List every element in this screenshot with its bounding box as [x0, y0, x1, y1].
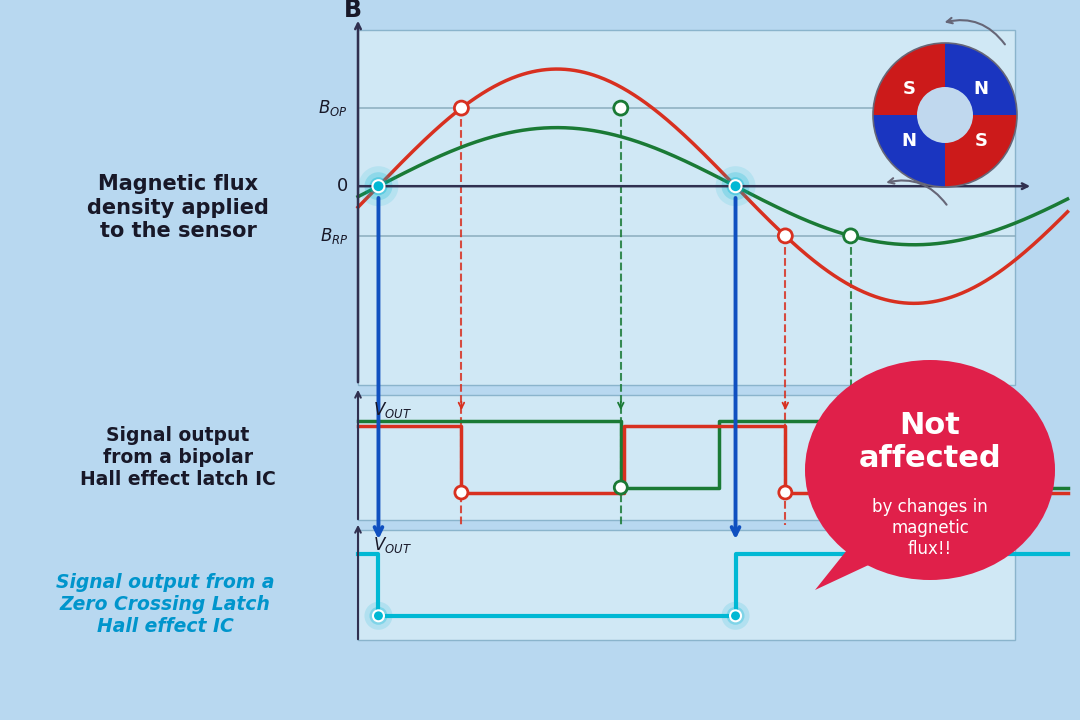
Text: Signal output from a
Zero Crossing Latch
Hall effect IC: Signal output from a Zero Crossing Latch…	[56, 574, 274, 636]
Circle shape	[373, 611, 384, 621]
Circle shape	[779, 486, 792, 499]
Text: Not
affected: Not affected	[859, 410, 1001, 473]
Bar	[357, 30, 1015, 385]
Text: S: S	[974, 132, 987, 150]
Wedge shape	[873, 115, 945, 187]
Circle shape	[613, 101, 627, 115]
Circle shape	[455, 101, 469, 115]
Text: S: S	[903, 80, 916, 98]
Circle shape	[721, 602, 750, 630]
Wedge shape	[945, 115, 1017, 187]
Text: $B_{RP}$: $B_{RP}$	[320, 226, 348, 246]
Text: B: B	[345, 0, 362, 22]
Circle shape	[727, 177, 744, 195]
Circle shape	[364, 172, 392, 200]
Wedge shape	[873, 43, 945, 115]
Circle shape	[716, 166, 756, 206]
Text: by changes in
magnetic
flux!!: by changes in magnetic flux!!	[873, 498, 988, 558]
Wedge shape	[945, 43, 1017, 115]
Circle shape	[730, 611, 741, 621]
Ellipse shape	[805, 360, 1055, 580]
Circle shape	[373, 180, 384, 192]
Text: N: N	[973, 80, 988, 98]
Circle shape	[727, 607, 744, 625]
Text: N: N	[902, 132, 917, 150]
Circle shape	[779, 229, 793, 243]
Bar	[357, 395, 1015, 520]
Circle shape	[615, 481, 627, 494]
Circle shape	[845, 481, 858, 494]
Circle shape	[729, 180, 742, 192]
Bar	[357, 530, 1015, 640]
Text: $V_{OUT}$: $V_{OUT}$	[373, 535, 411, 555]
Circle shape	[721, 172, 750, 200]
Circle shape	[369, 177, 388, 195]
Circle shape	[917, 87, 973, 143]
Text: 0: 0	[337, 177, 348, 195]
Text: Magnetic flux
density applied
to the sensor: Magnetic flux density applied to the sen…	[87, 174, 269, 240]
Text: $V_{OUT}$: $V_{OUT}$	[373, 400, 411, 420]
Circle shape	[843, 229, 858, 243]
Polygon shape	[815, 540, 890, 590]
Circle shape	[364, 602, 392, 630]
Text: $B_{OP}$: $B_{OP}$	[319, 98, 348, 118]
Circle shape	[369, 607, 388, 625]
Circle shape	[359, 166, 399, 206]
Circle shape	[455, 486, 468, 499]
Text: Signal output
from a bipolar
Hall effect latch IC: Signal output from a bipolar Hall effect…	[80, 426, 275, 489]
